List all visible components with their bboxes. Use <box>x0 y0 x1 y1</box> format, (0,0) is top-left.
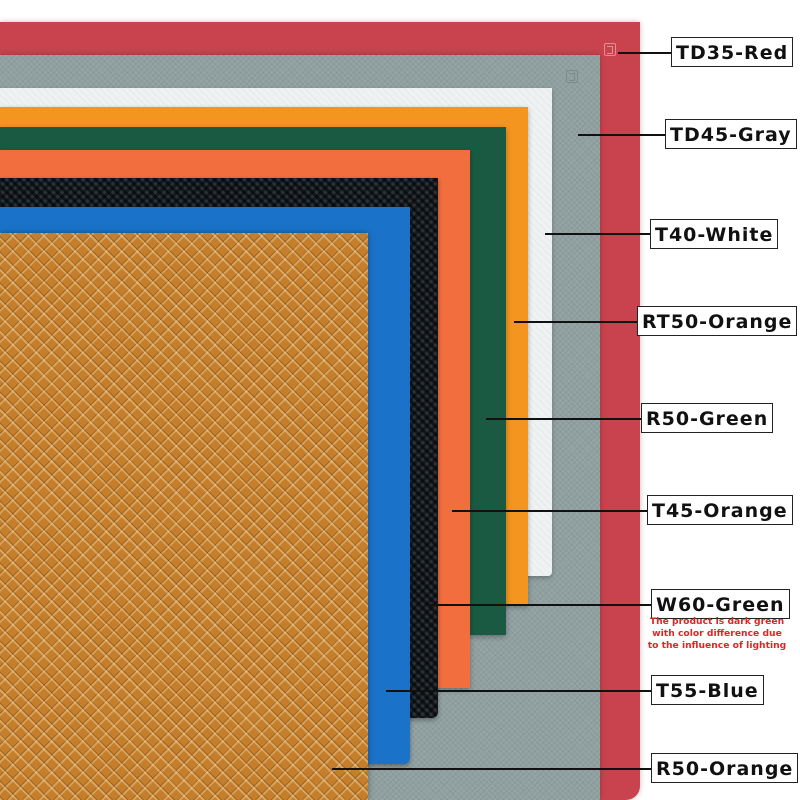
leader-line-r50-green <box>486 418 642 420</box>
leader-line-td35-red <box>618 52 672 54</box>
label-td45-gray: TD45-Gray <box>665 119 797 149</box>
label-rt50-orange: RT50-Orange <box>637 306 798 336</box>
leader-line-t45-orange <box>452 510 648 512</box>
leader-line-td45-gray <box>578 134 666 136</box>
label-t45-orange: T45-Orange <box>647 495 793 525</box>
sheet-r50-orange <box>0 233 368 800</box>
label-t40-white: T40-White <box>650 219 779 249</box>
note-line-3: to the influence of lighting <box>647 640 787 651</box>
leader-line-w60-green <box>428 604 652 606</box>
note-line-1: The product is dark green <box>649 616 785 627</box>
label-r50-orange: R50-Orange <box>651 753 799 783</box>
note-line-2: with color difference due <box>652 628 782 639</box>
logo-emboss-gray-icon <box>566 70 578 83</box>
leader-line-rt50-orange <box>514 321 638 323</box>
leader-line-t40-white <box>545 233 651 235</box>
leader-line-r50-orange <box>332 768 652 770</box>
logo-emboss-red-icon <box>604 43 616 56</box>
label-w60-green: W60-Green <box>651 589 790 619</box>
leader-line-t55-blue <box>386 690 652 692</box>
label-td35-red: TD35-Red <box>671 37 794 67</box>
label-t55-blue: T55-Blue <box>651 675 764 705</box>
color-difference-note: The product is dark green with color dif… <box>633 616 800 652</box>
label-r50-green: R50-Green <box>641 403 774 433</box>
